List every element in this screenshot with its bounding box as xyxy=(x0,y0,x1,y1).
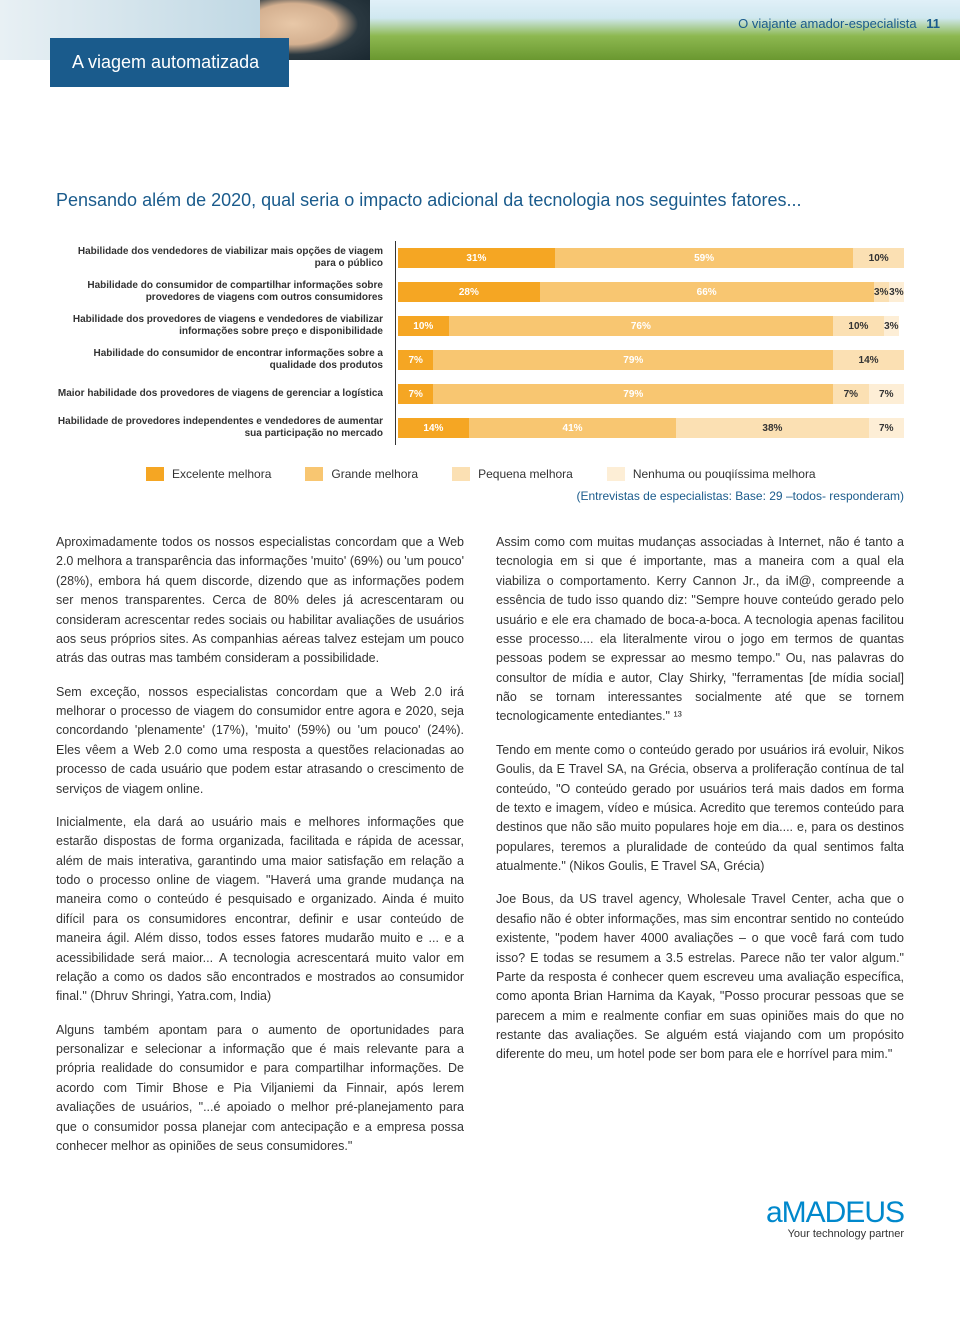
bar-segment: 38% xyxy=(676,418,868,438)
chart-row-bar: 7%79%7%7% xyxy=(398,377,904,411)
page-number: 11 xyxy=(926,16,940,31)
legend-label: Pequena melhora xyxy=(478,467,573,481)
chart-row-label: Habilidade dos provedores de viagens e v… xyxy=(56,309,395,343)
legend-swatch xyxy=(305,467,323,481)
bar-segment: 76% xyxy=(449,316,834,336)
bar-segment: 31% xyxy=(398,248,555,268)
chart-row-bar: 31%59%10% xyxy=(398,241,904,275)
legend-item: Excelente melhora xyxy=(146,467,271,481)
bar-segment: 66% xyxy=(540,282,874,302)
brand-tagline: Your technology partner xyxy=(56,1228,904,1240)
chart-row-label: Habilidade de provedores independentes e… xyxy=(56,411,395,445)
chart-row-bar: 7%79%14% xyxy=(398,343,904,377)
chart-row-label: Habilidade do consumidor de encontrar in… xyxy=(56,343,395,377)
bar-segment: 14% xyxy=(833,350,904,370)
running-header: O viajante amador-especialista 11 xyxy=(738,16,940,31)
body-column-left: Aproximadamente todos os nossos especial… xyxy=(56,533,464,1170)
legend-label: Grande melhora xyxy=(331,467,418,481)
body-paragraph: Alguns também apontam para o aumento de … xyxy=(56,1021,464,1157)
bar-segment: 79% xyxy=(433,350,833,370)
body-paragraph: Joe Bous, da US travel agency, Wholesale… xyxy=(496,890,904,1064)
chart-source: (Entrevistas de especialistas: Base: 29 … xyxy=(56,489,904,503)
body-paragraph: Aproximadamente todos os nossos especial… xyxy=(56,533,464,669)
bar-segment: 3% xyxy=(874,282,889,302)
legend-item: Nenhuma ou pouqiíssima melhora xyxy=(607,467,816,481)
bar-segment: 7% xyxy=(398,384,433,404)
body-paragraph: Inicialmente, ela dará ao usuário mais e… xyxy=(56,813,464,1007)
legend-item: Pequena melhora xyxy=(452,467,573,481)
chart-row-label: Habilidade do consumidor de compartilhar… xyxy=(56,275,395,309)
bar-segment: 10% xyxy=(853,248,904,268)
bar-segment: 7% xyxy=(869,418,904,438)
body-paragraph: Assim como com muitas mudanças associada… xyxy=(496,533,904,727)
bar-segment: 41% xyxy=(469,418,676,438)
bar-segment: 3% xyxy=(884,316,899,336)
footer-logo: aMaDEUS Your technology partner xyxy=(56,1196,904,1240)
bar-segment: 10% xyxy=(833,316,884,336)
bar-segment: 59% xyxy=(555,248,854,268)
bar-segment: 7% xyxy=(833,384,868,404)
legend-label: Excelente melhora xyxy=(172,467,271,481)
bar-segment: 79% xyxy=(433,384,833,404)
chart-row-label: Maior habilidade dos provedores de viage… xyxy=(56,377,395,411)
bar-segment: 10% xyxy=(398,316,449,336)
chart-title: Pensando além de 2020, qual seria o impa… xyxy=(56,190,904,211)
chart-row-bar: 28%66%3%3% xyxy=(398,275,904,309)
chart-row-bar: 14%41%38%7% xyxy=(398,411,904,445)
legend-swatch xyxy=(452,467,470,481)
legend-swatch xyxy=(146,467,164,481)
body-paragraph: Tendo em mente como o conteúdo gerado po… xyxy=(496,741,904,877)
body-column-right: Assim como com muitas mudanças associada… xyxy=(496,533,904,1170)
bar-segment: 28% xyxy=(398,282,540,302)
section-tab: A viagem automatizada xyxy=(50,38,289,87)
brand-logotype: aMaDEUS xyxy=(56,1196,904,1230)
chart-row-label: Habilidade dos vendedores de viabilizar … xyxy=(56,241,395,275)
chart-legend: Excelente melhora Grande melhora Pequena m… xyxy=(146,467,904,481)
chart-row-bar: 10%76%10%3% xyxy=(398,309,904,343)
legend-label: Nenhuma ou pouqiíssima melhora xyxy=(633,467,816,481)
stacked-bar-chart: Habilidade dos vendedores de viabilizar … xyxy=(56,241,904,445)
page-header: O viajante amador-especialista 11 A viag… xyxy=(0,0,960,100)
bar-segment: 7% xyxy=(869,384,904,404)
running-title: O viajante amador-especialista xyxy=(738,16,916,31)
body-columns: Aproximadamente todos os nossos especial… xyxy=(56,533,904,1170)
bar-segment: 14% xyxy=(398,418,469,438)
bar-segment: 7% xyxy=(398,350,433,370)
legend-swatch xyxy=(607,467,625,481)
bar-segment: 3% xyxy=(889,282,904,302)
body-paragraph: Sem exceção, nossos especialistas concor… xyxy=(56,683,464,799)
legend-item: Grande melhora xyxy=(305,467,418,481)
